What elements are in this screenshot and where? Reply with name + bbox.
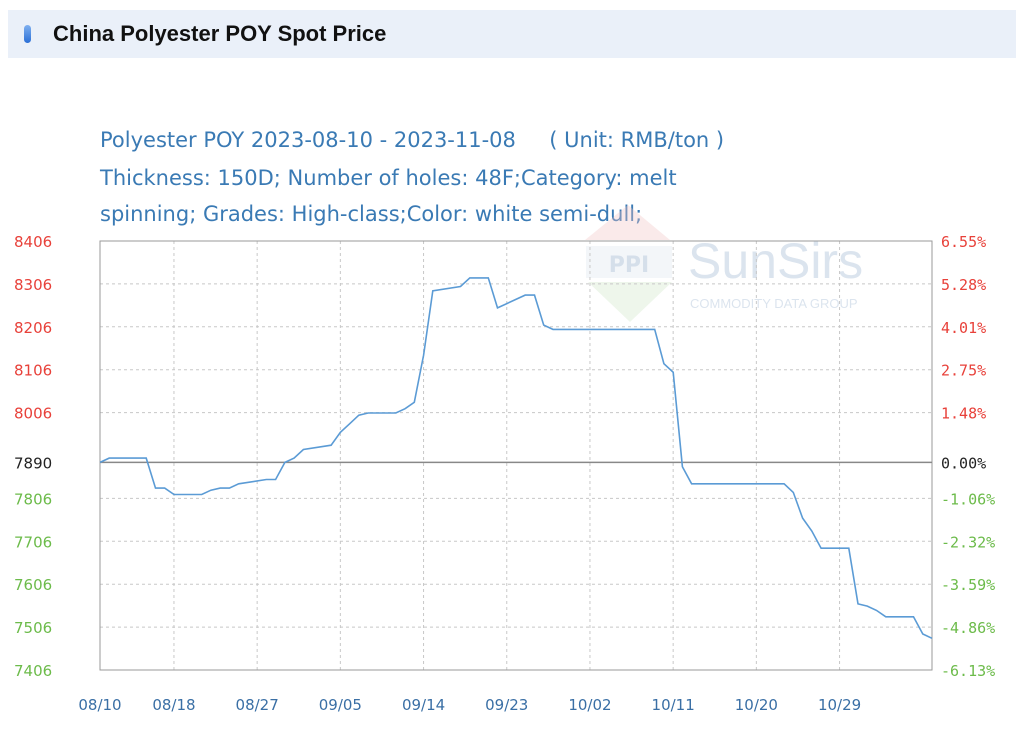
x-tick-label: 10/02 bbox=[568, 696, 611, 714]
x-tick-label: 08/18 bbox=[152, 696, 195, 714]
y-tick-label-right: 0.00% bbox=[941, 454, 986, 472]
x-tick-label: 08/10 bbox=[78, 696, 121, 714]
header-bar: China Polyester POY Spot Price bbox=[8, 10, 1016, 58]
chart-title-line-1: Polyester POY 2023-08-10 - 2023-11-08 ( … bbox=[100, 128, 725, 152]
y-tick-label-left: 8206 bbox=[14, 319, 52, 337]
plot-frame bbox=[99, 240, 933, 671]
header-marker-icon bbox=[24, 25, 31, 43]
watermark-roof-shape bbox=[585, 205, 670, 240]
y-tick-label-right: 4.01% bbox=[941, 319, 986, 337]
watermark-tagline: COMMODITY DATA GROUP bbox=[690, 296, 858, 311]
x-tick-label: 08/27 bbox=[236, 696, 279, 714]
x-axis-ticks: 08/10 08/18 08/27 09/05 09/14 09/23 10/02 10/11… bbox=[78, 696, 861, 714]
watermark-logo-box bbox=[586, 246, 672, 278]
y-tick-label-left: 8106 bbox=[14, 362, 52, 380]
x-tick-label: 09/14 bbox=[402, 696, 445, 714]
y-tick-label-right: -3.59% bbox=[941, 576, 995, 594]
y-tick-label-left: 7606 bbox=[14, 576, 52, 594]
y-tick-label-right: 1.48% bbox=[941, 405, 986, 423]
x-tick-label: 10/29 bbox=[818, 696, 861, 714]
watermark-brand: SunSirs bbox=[688, 233, 863, 289]
x-tick-label: 09/05 bbox=[319, 696, 362, 714]
chart-title-line-2: Thickness: 150D; Number of holes: 48F;Ca… bbox=[100, 166, 677, 190]
series-line bbox=[99, 277, 933, 640]
y-tick-label-left: 8406 bbox=[14, 233, 52, 251]
x-tick-label: 10/20 bbox=[735, 696, 778, 714]
y-tick-label-right: 5.28% bbox=[941, 276, 986, 294]
y-tick-label-left: 8006 bbox=[14, 405, 52, 423]
y-tick-label-right: -2.32% bbox=[941, 533, 995, 551]
y-tick-label-right: -1.06% bbox=[941, 490, 995, 508]
y-tick-label-left: 7806 bbox=[14, 490, 52, 508]
y-tick-label-left: 8306 bbox=[14, 276, 52, 294]
chart-title-line-3: spinning; Grades: High-class;Color: whit… bbox=[100, 202, 643, 226]
page-title: China Polyester POY Spot Price bbox=[53, 21, 387, 46]
watermark-base-shape bbox=[588, 282, 672, 322]
y-tick-label-left: 7890 bbox=[14, 454, 52, 472]
y-tick-label-right: -4.86% bbox=[941, 619, 995, 637]
y-tick-label-left: 7506 bbox=[14, 619, 52, 637]
x-tick-label: 10/11 bbox=[652, 696, 695, 714]
y-tick-label-right: 6.55% bbox=[941, 233, 986, 251]
x-tick-label: 09/23 bbox=[485, 696, 528, 714]
sunsirs-watermark: PPI SunSirs COMMODITY DATA GROUP bbox=[585, 205, 863, 322]
y-tick-label-left: 7406 bbox=[14, 662, 52, 680]
watermark-logo-text: PPI bbox=[609, 253, 649, 278]
y-tick-label-left: 7706 bbox=[14, 533, 52, 551]
left-axis-ticks: 8406 8306 8206 8106 8006 7890 7806 7706 7606 7506… bbox=[14, 233, 52, 680]
y-tick-label-right: -6.13% bbox=[941, 662, 995, 680]
right-axis-ticks: 6.55% 5.28% 4.01% 2.75% 1.48% 0.00% -1.06% -2.3… bbox=[941, 233, 995, 680]
y-tick-label-right: 2.75% bbox=[941, 362, 986, 380]
